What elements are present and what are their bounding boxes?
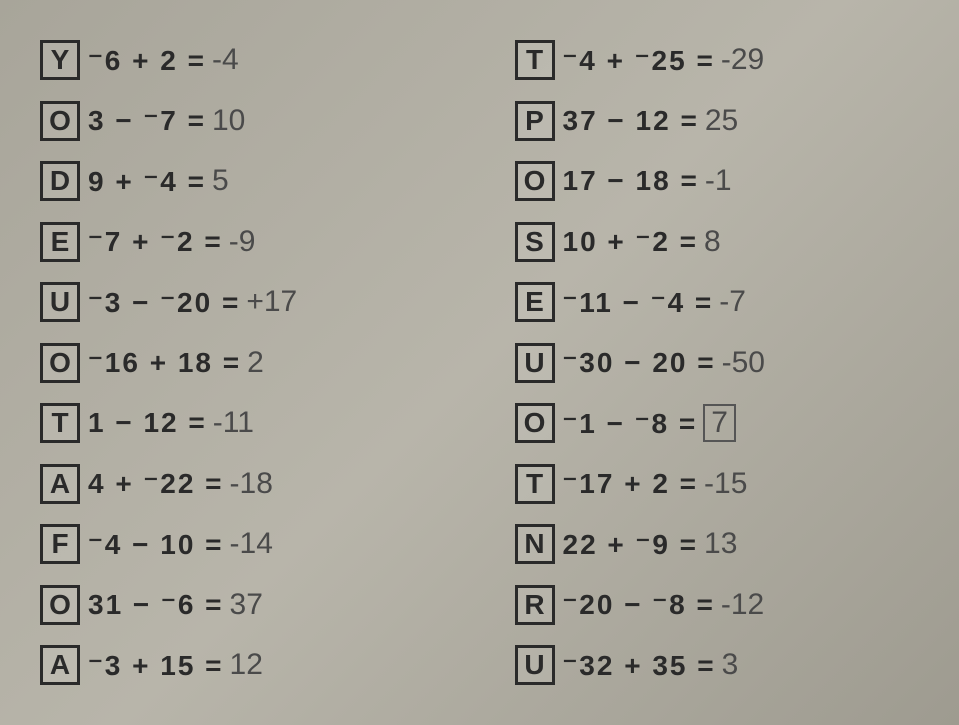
handwritten-answer: 5: [212, 164, 229, 198]
handwritten-answer: -1: [705, 164, 732, 198]
letter-box: S: [515, 222, 555, 262]
left-row: A⁻3 + 15 =12: [40, 635, 445, 695]
equation-text: 3 − ⁻7 =: [88, 104, 206, 137]
handwritten-answer: 10: [212, 104, 245, 138]
letter-box: A: [40, 464, 80, 504]
handwritten-answer: -18: [230, 467, 273, 501]
equation-text: ⁻4 − 10 =: [88, 528, 224, 561]
left-row: D9 + ⁻4 =5: [40, 151, 445, 211]
handwritten-answer: -14: [230, 527, 273, 561]
right-row: O17 − 18 =-1: [515, 151, 920, 211]
equation-text: ⁻16 + 18 =: [88, 346, 241, 379]
handwritten-answer: 37: [230, 588, 263, 622]
handwritten-answer: -29: [721, 43, 764, 77]
letter-box: U: [515, 343, 555, 383]
letter-box: E: [40, 222, 80, 262]
handwritten-answer: -9: [229, 225, 256, 259]
left-row: A4 + ⁻22 =-18: [40, 454, 445, 514]
letter-box: T: [515, 464, 555, 504]
right-column: T⁻4 + ⁻25 =-29P37 − 12 =25O17 − 18 =-1S1…: [515, 30, 920, 695]
handwritten-answer: 2: [247, 346, 264, 380]
equation-text: 37 − 12 =: [563, 105, 699, 137]
letter-box: O: [40, 343, 80, 383]
handwritten-answer: 8: [704, 225, 721, 259]
equation-text: ⁻32 + 35 =: [563, 649, 716, 682]
equation-text: 1 − 12 =: [88, 407, 207, 439]
letter-box: E: [515, 282, 555, 322]
right-row: S10 + ⁻2 =8: [515, 212, 920, 272]
left-row: O31 − ⁻6 =37: [40, 575, 445, 635]
letter-box: U: [40, 282, 80, 322]
letter-box: P: [515, 101, 555, 141]
left-row: O3 − ⁻7 =10: [40, 91, 445, 151]
equation-text: ⁻30 − 20 =: [563, 346, 716, 379]
letter-box: R: [515, 585, 555, 625]
letter-box: O: [515, 161, 555, 201]
right-row: E⁻11 − ⁻4 =-7: [515, 272, 920, 332]
handwritten-answer: -11: [213, 406, 254, 440]
equation-text: 9 + ⁻4 =: [88, 165, 206, 198]
handwritten-answer: 12: [230, 648, 263, 682]
right-row: U⁻30 − 20 =-50: [515, 333, 920, 393]
equation-text: ⁻1 − ⁻8 =: [563, 407, 698, 440]
left-row: E⁻7 + ⁻2 =-9: [40, 212, 445, 272]
right-row: P37 − 12 =25: [515, 91, 920, 151]
equation-text: 10 + ⁻2 =: [563, 225, 699, 258]
left-row: O⁻16 + 18 =2: [40, 333, 445, 393]
left-column: Y⁻6 + 2 =-4O3 − ⁻7 =10D9 + ⁻4 =5E⁻7 + ⁻2…: [40, 30, 445, 695]
equation-text: ⁻11 − ⁻4 =: [563, 286, 714, 319]
equation-text: 17 − 18 =: [563, 165, 699, 197]
right-row: R⁻20 − ⁻8 =-12: [515, 575, 920, 635]
handwritten-answer: -15: [704, 467, 747, 501]
worksheet-container: Y⁻6 + 2 =-4O3 − ⁻7 =10D9 + ⁻4 =5E⁻7 + ⁻2…: [40, 30, 919, 695]
equation-text: 22 + ⁻9 =: [563, 528, 699, 561]
handwritten-answer: -50: [722, 346, 765, 380]
letter-box: O: [40, 101, 80, 141]
handwritten-answer: 7: [703, 404, 736, 442]
letter-box: D: [40, 161, 80, 201]
left-row: F⁻4 − 10 =-14: [40, 514, 445, 574]
letter-box: O: [40, 585, 80, 625]
letter-box: N: [515, 524, 555, 564]
equation-text: ⁻17 + 2 =: [563, 467, 699, 500]
equation-text: ⁻4 + ⁻25 =: [563, 44, 715, 77]
handwritten-answer: 25: [705, 104, 738, 138]
equation-text: ⁻20 − ⁻8 =: [563, 588, 715, 621]
equation-text: ⁻7 + ⁻2 =: [88, 225, 223, 258]
handwritten-answer: -12: [721, 588, 764, 622]
handwritten-answer: 13: [704, 527, 737, 561]
left-row: U⁻3 − ⁻20 =+17: [40, 272, 445, 332]
letter-box: T: [515, 40, 555, 80]
equation-text: 31 − ⁻6 =: [88, 588, 224, 621]
right-row: N22 + ⁻9 =13: [515, 514, 920, 574]
left-row: Y⁻6 + 2 =-4: [40, 30, 445, 90]
right-row: O⁻1 − ⁻8 =7: [515, 393, 920, 453]
handwritten-answer: 3: [722, 648, 739, 682]
equation-text: ⁻3 − ⁻20 =: [88, 286, 240, 319]
right-row: T⁻4 + ⁻25 =-29: [515, 30, 920, 90]
equation-text: 4 + ⁻22 =: [88, 467, 224, 500]
handwritten-answer: -7: [719, 285, 746, 319]
handwritten-answer: -4: [212, 43, 239, 77]
handwritten-answer: +17: [246, 285, 297, 319]
letter-box: O: [515, 403, 555, 443]
letter-box: U: [515, 645, 555, 685]
left-row: T1 − 12 =-11: [40, 393, 445, 453]
equation-text: ⁻6 + 2 =: [88, 44, 206, 77]
right-row: U⁻32 + 35 =3: [515, 635, 920, 695]
letter-box: T: [40, 403, 80, 443]
right-row: T⁻17 + 2 =-15: [515, 454, 920, 514]
letter-box: A: [40, 645, 80, 685]
letter-box: Y: [40, 40, 80, 80]
equation-text: ⁻3 + 15 =: [88, 649, 224, 682]
letter-box: F: [40, 524, 80, 564]
